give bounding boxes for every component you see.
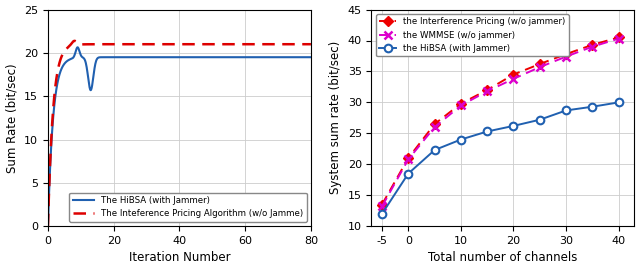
Line: the Interference Pricing (w/o jammer): the Interference Pricing (w/o jammer): [378, 33, 623, 208]
Legend: The HiBSA (with Jammer), The Inteference Pricing Algorithm (w/o Jamme): The HiBSA (with Jammer), The Inteference…: [69, 193, 307, 222]
the HiBSA (with Jammer): [431, 148, 438, 152]
The Inteference Pricing Algorithm (w/o Jamme): [254, 43, 262, 46]
the HiBSA (with Jammer): [615, 101, 623, 104]
the Interference Pricing (w/o jammer): [431, 122, 438, 126]
The HiBSA (with Jammer): [151, 56, 159, 59]
the HiBSA (with Jammer): [536, 118, 543, 121]
the WMMSE (w/o jammer): [431, 126, 438, 129]
The HiBSA (with Jammer): [44, 225, 52, 228]
The Inteference Pricing Algorithm (w/o Jamme): [250, 43, 257, 46]
Line: the HiBSA (with Jammer): the HiBSA (with Jammer): [378, 99, 623, 218]
Line: the WMMSE (w/o jammer): the WMMSE (w/o jammer): [378, 35, 623, 211]
the WMMSE (w/o jammer): [404, 158, 412, 161]
the Interference Pricing (w/o jammer): [615, 36, 623, 39]
The HiBSA (with Jammer): [225, 56, 232, 59]
The Inteference Pricing Algorithm (w/o Jamme): [44, 225, 52, 228]
Y-axis label: Sum Rate (bit/sec): Sum Rate (bit/sec): [6, 63, 19, 173]
the Interference Pricing (w/o jammer): [589, 43, 596, 46]
the HiBSA (with Jammer): [457, 138, 465, 141]
The Inteference Pricing Algorithm (w/o Jamme): [225, 43, 232, 46]
the Interference Pricing (w/o jammer): [457, 102, 465, 105]
the Interference Pricing (w/o jammer): [509, 73, 517, 76]
the HiBSA (with Jammer): [378, 212, 386, 215]
The HiBSA (with Jammer): [71, 53, 79, 56]
The HiBSA (with Jammer): [307, 56, 315, 59]
the HiBSA (with Jammer): [509, 124, 517, 127]
The HiBSA (with Jammer): [254, 56, 262, 59]
the HiBSA (with Jammer): [589, 105, 596, 108]
The Inteference Pricing Algorithm (w/o Jamme): [151, 43, 159, 46]
the Interference Pricing (w/o jammer): [483, 88, 491, 92]
the WMMSE (w/o jammer): [457, 104, 465, 107]
the HiBSA (with Jammer): [404, 172, 412, 175]
the WMMSE (w/o jammer): [562, 55, 570, 58]
the WMMSE (w/o jammer): [378, 205, 386, 208]
the WMMSE (w/o jammer): [509, 77, 517, 80]
The Inteference Pricing Algorithm (w/o Jamme): [70, 39, 78, 42]
The Inteference Pricing Algorithm (w/o Jamme): [71, 39, 79, 43]
the Interference Pricing (w/o jammer): [536, 62, 543, 66]
Line: The Inteference Pricing Algorithm (w/o Jamme): The Inteference Pricing Algorithm (w/o J…: [48, 41, 311, 226]
Y-axis label: System sum rate (bit/sec): System sum rate (bit/sec): [329, 41, 342, 194]
the WMMSE (w/o jammer): [536, 66, 543, 69]
the Interference Pricing (w/o jammer): [378, 203, 386, 206]
the Interference Pricing (w/o jammer): [562, 52, 570, 56]
Line: The HiBSA (with Jammer): The HiBSA (with Jammer): [48, 47, 311, 226]
the HiBSA (with Jammer): [562, 109, 570, 112]
the WMMSE (w/o jammer): [589, 45, 596, 48]
The Inteference Pricing Algorithm (w/o Jamme): [160, 43, 168, 46]
the HiBSA (with Jammer): [483, 130, 491, 133]
The HiBSA (with Jammer): [250, 56, 257, 59]
The HiBSA (with Jammer): [74, 46, 81, 49]
The Inteference Pricing Algorithm (w/o Jamme): [307, 43, 315, 46]
Legend: the Interference Pricing (w/o jammer), the WMMSE (w/o jammer), the HiBSA (with J: the Interference Pricing (w/o jammer), t…: [376, 14, 569, 56]
The HiBSA (with Jammer): [160, 56, 168, 59]
X-axis label: Iteration Number: Iteration Number: [129, 251, 230, 264]
the WMMSE (w/o jammer): [483, 90, 491, 93]
the WMMSE (w/o jammer): [615, 37, 623, 40]
X-axis label: Total number of channels: Total number of channels: [428, 251, 578, 264]
the Interference Pricing (w/o jammer): [404, 157, 412, 160]
